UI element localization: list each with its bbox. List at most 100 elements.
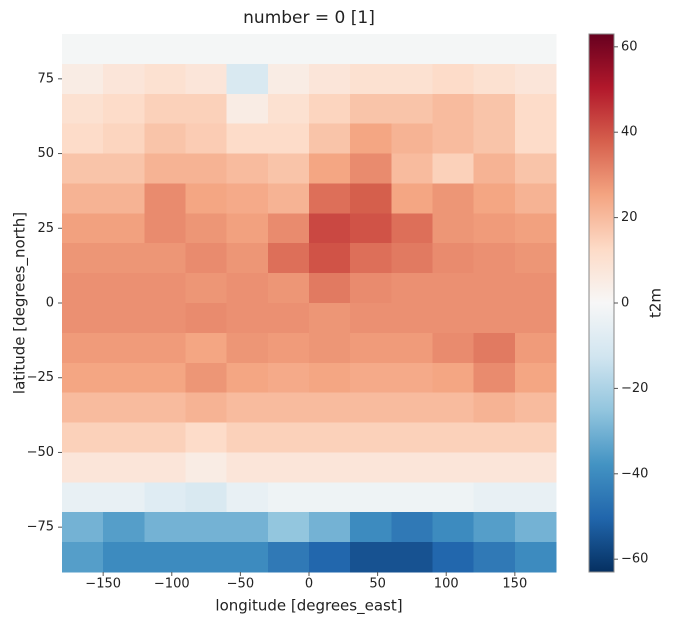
heat-cell — [432, 183, 475, 214]
heat-cell — [391, 542, 433, 573]
colorbar-tick-label: 40 — [621, 125, 638, 140]
heat-cell — [514, 153, 557, 184]
heat-cell — [144, 332, 186, 364]
heat-cell — [309, 512, 351, 543]
heat-cell — [226, 213, 269, 244]
heat-cell — [144, 482, 186, 513]
heat-cell — [391, 93, 433, 125]
heat-cell — [62, 512, 104, 543]
heat-cell — [350, 303, 392, 334]
heat-cell — [473, 93, 516, 125]
heat-cell — [185, 273, 228, 304]
heat-cell — [144, 362, 186, 394]
heat-cell — [432, 273, 475, 304]
heat-cell — [350, 243, 392, 274]
heat-cell — [267, 213, 310, 244]
heat-cell — [473, 362, 516, 394]
heat-cell — [103, 452, 145, 483]
heat-cell — [226, 243, 269, 274]
y-axis-label: latitude [degrees_north] — [11, 212, 30, 394]
heat-cell — [267, 123, 310, 155]
heat-cell — [226, 512, 269, 543]
heat-cell — [514, 63, 557, 95]
colorbar-tick-label: 0 — [621, 296, 629, 311]
heat-cell — [473, 512, 516, 543]
heat-cell — [103, 362, 145, 394]
heat-cell — [185, 183, 228, 214]
heat-cell — [103, 153, 145, 184]
y-tick-label: −75 — [27, 520, 54, 535]
heat-cell — [514, 34, 557, 65]
y-tick-label: −50 — [27, 445, 54, 460]
heat-cell — [432, 303, 475, 334]
heat-cell — [514, 452, 557, 483]
heat-cell — [144, 123, 186, 155]
heat-cell — [62, 153, 104, 184]
colorbar-tick-label: −40 — [621, 466, 648, 481]
y-tick-label: −25 — [27, 370, 54, 385]
heat-cell — [185, 34, 228, 65]
heat-cell — [514, 362, 557, 394]
heat-cell — [144, 243, 186, 274]
heat-cell — [309, 362, 351, 394]
colorbar — [588, 33, 615, 573]
heat-cell — [432, 34, 475, 65]
heat-cell — [226, 273, 269, 304]
heat-cell — [432, 243, 475, 274]
heat-cell — [432, 542, 475, 573]
heat-cell — [185, 332, 228, 364]
heat-cell — [350, 482, 392, 513]
heat-cell — [309, 183, 351, 214]
heat-cell — [267, 542, 310, 573]
heat-cell — [514, 392, 557, 424]
heat-cell — [391, 123, 433, 155]
heat-cell — [103, 482, 145, 513]
colorbar-tick-label: −20 — [621, 381, 648, 396]
heat-cell — [514, 123, 557, 155]
x-axis-label: longitude [degrees_east] — [215, 597, 402, 616]
heat-cell — [226, 452, 269, 483]
heat-cell — [309, 213, 351, 244]
heat-cell — [514, 303, 557, 334]
heat-cell — [514, 512, 557, 543]
x-tick-label: −50 — [227, 577, 254, 592]
heat-cell — [309, 332, 351, 364]
heat-cell — [226, 392, 269, 424]
heat-cell — [391, 512, 433, 543]
heat-cell — [103, 273, 145, 304]
heat-cell — [473, 153, 516, 184]
heat-cell — [103, 392, 145, 424]
heat-cell — [185, 123, 228, 155]
heat-cell — [432, 123, 475, 155]
heat-cell — [62, 183, 104, 214]
x-tick-label: −100 — [154, 577, 190, 592]
heat-cell — [391, 362, 433, 394]
y-tick-label: 25 — [37, 221, 54, 236]
heat-cell — [185, 153, 228, 184]
heat-cell — [350, 273, 392, 304]
heat-cell — [309, 123, 351, 155]
heat-cell — [185, 482, 228, 513]
colorbar-tick-label: −60 — [621, 552, 648, 567]
heat-cell — [309, 63, 351, 95]
heat-cell — [144, 273, 186, 304]
heat-cell — [350, 213, 392, 244]
heat-cell — [473, 422, 516, 453]
heat-cell — [391, 392, 433, 424]
heat-cell — [432, 452, 475, 483]
heat-cell — [267, 34, 310, 65]
heat-cell — [144, 422, 186, 453]
heat-cell — [391, 63, 433, 95]
heat-cell — [226, 63, 269, 95]
heat-cell — [514, 542, 557, 573]
heat-cell — [309, 422, 351, 453]
heat-cell — [144, 183, 186, 214]
heat-cell — [473, 452, 516, 483]
heat-cell — [144, 542, 186, 573]
heat-cell — [144, 303, 186, 334]
heat-cell — [62, 452, 104, 483]
y-tick-label: 50 — [37, 146, 54, 161]
heat-cell — [185, 93, 228, 125]
heat-cell — [103, 303, 145, 334]
heat-cell — [267, 183, 310, 214]
